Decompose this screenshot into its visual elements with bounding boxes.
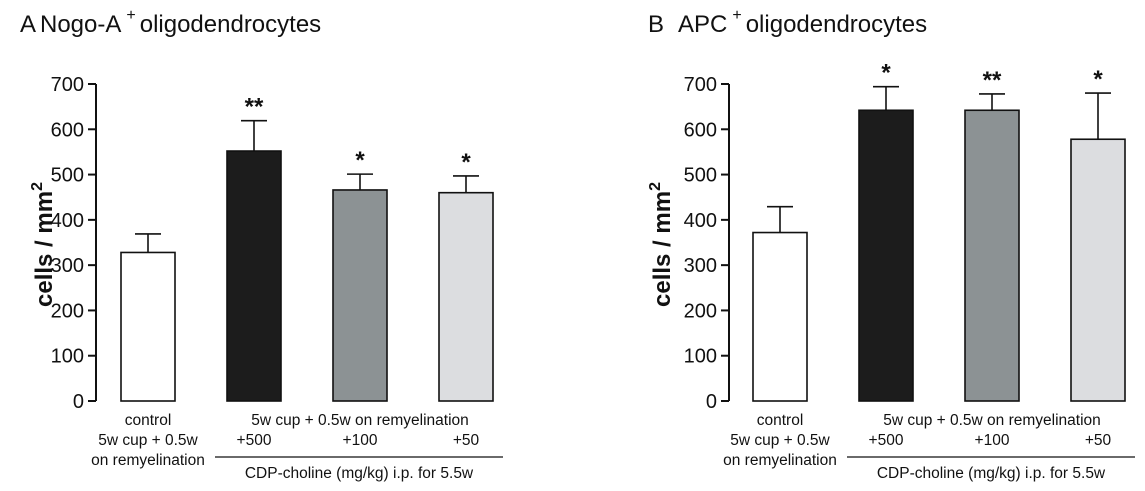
panel-letter: A bbox=[20, 11, 36, 38]
bar bbox=[1070, 138, 1126, 402]
y-tick-label: 600 bbox=[51, 119, 84, 141]
y-tick-label: 0 bbox=[73, 391, 84, 413]
y-tick-label: 500 bbox=[51, 165, 84, 187]
significance-mark: * bbox=[881, 60, 891, 87]
y-tick-label: 200 bbox=[684, 300, 717, 322]
treatment-footer: CDP-choline (mg/kg) i.p. for 5.5w bbox=[245, 465, 474, 482]
dose-label: +100 bbox=[343, 432, 378, 449]
dose-label: +100 bbox=[975, 432, 1010, 449]
panel-title: A Nogo-A + oligodendrocytes bbox=[20, 7, 321, 38]
y-tick-label: 300 bbox=[684, 255, 717, 277]
y-tick-label: 700 bbox=[684, 74, 717, 96]
dose-label: +500 bbox=[237, 432, 272, 449]
panel-a: A Nogo-A + oligodendrocytes cells / mm2 0 100 2… bbox=[20, 7, 503, 482]
bar bbox=[964, 109, 1020, 402]
y-tick-label: 400 bbox=[684, 210, 717, 232]
control-label-line: 5w cup + 0.5w bbox=[730, 432, 830, 449]
y-tick-label: 200 bbox=[51, 300, 84, 322]
y-tick-label: 300 bbox=[51, 255, 84, 277]
bar bbox=[858, 109, 914, 402]
y-axis-label: cells / mm2 bbox=[29, 182, 58, 307]
panel-title-main: APC bbox=[678, 11, 727, 38]
y-tick-label: 100 bbox=[684, 346, 717, 368]
significance-mark: * bbox=[1093, 66, 1103, 93]
y-tick-label: 100 bbox=[51, 346, 84, 368]
bar bbox=[226, 150, 282, 402]
y-tick-label: 600 bbox=[684, 119, 717, 141]
bar bbox=[332, 189, 388, 402]
y-axis-label: cells / mm2 bbox=[647, 182, 676, 307]
y-axis-label-sup: 2 bbox=[29, 182, 46, 191]
control-label-line: 5w cup + 0.5w bbox=[98, 432, 198, 449]
y-tick-label: 500 bbox=[684, 165, 717, 187]
y-tick-label: 700 bbox=[51, 74, 84, 96]
panel-title-rest: oligodendrocytes bbox=[140, 11, 321, 38]
significance-mark: ** bbox=[245, 94, 264, 121]
y-axis-label-sup: 2 bbox=[647, 182, 664, 191]
bar bbox=[438, 191, 494, 402]
panel-letter: B bbox=[648, 11, 664, 38]
treatment-group-label: 5w cup + 0.5w on remyelination bbox=[251, 412, 469, 429]
control-label-line: control bbox=[757, 412, 804, 429]
control-label-line: on remyelination bbox=[723, 452, 837, 469]
dose-label: +50 bbox=[453, 432, 480, 449]
treatment-group-label: 5w cup + 0.5w on remyelination bbox=[883, 412, 1101, 429]
panel-title-sup: + bbox=[732, 7, 741, 24]
bar bbox=[752, 231, 808, 402]
panel-title-main: Nogo-A bbox=[40, 11, 121, 38]
y-axis-label-text: cells / mm bbox=[31, 191, 58, 307]
y-tick-label: 400 bbox=[51, 210, 84, 232]
significance-mark: ** bbox=[983, 67, 1002, 94]
bar bbox=[120, 251, 176, 402]
control-label-line: control bbox=[125, 412, 172, 429]
significance-mark: * bbox=[355, 147, 365, 174]
panel-title-rest: oligodendrocytes bbox=[746, 11, 927, 38]
treatment-footer: CDP-choline (mg/kg) i.p. for 5.5w bbox=[877, 465, 1106, 482]
significance-mark: * bbox=[461, 149, 471, 176]
control-label-line: on remyelination bbox=[91, 452, 205, 469]
panel-b: B APC + oligodendrocytes cells / mm2 0 100 200 3… bbox=[647, 7, 1135, 482]
dose-label: +500 bbox=[869, 432, 904, 449]
y-tick-label: 0 bbox=[706, 391, 717, 413]
panel-title: B APC + oligodendrocytes bbox=[648, 7, 927, 38]
dose-label: +50 bbox=[1085, 432, 1112, 449]
y-axis-label-text: cells / mm bbox=[649, 191, 676, 307]
panel-title-sup: + bbox=[126, 7, 135, 24]
